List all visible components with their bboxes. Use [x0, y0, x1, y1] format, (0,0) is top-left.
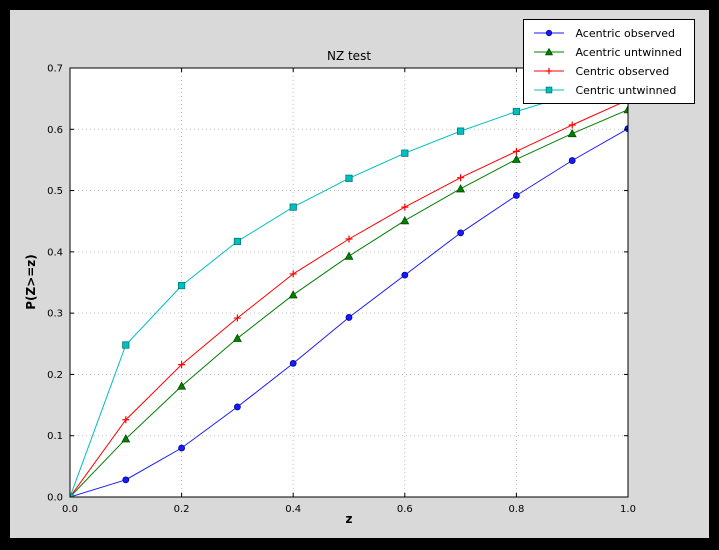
svg-text:0.3: 0.3 [47, 309, 63, 320]
legend-line-sample [532, 64, 566, 78]
svg-text:1.0: 1.0 [620, 504, 636, 515]
plot-axes: 0.0 0.2 0.4 0.6 0.8 1.0 0.0 0.1 0.2 0.3 0.4 0.5 0.6 0… [47, 64, 636, 516]
legend-item-acentric-untwinned: Acentric untwinned [532, 44, 682, 60]
legend: Acentric observed Acentric untwinned Cen… [523, 19, 695, 104]
svg-text:0.2: 0.2 [174, 504, 190, 515]
chart-title: NZ test [326, 49, 372, 63]
svg-text:0.7: 0.7 [47, 64, 63, 75]
legend-line-sample [532, 26, 566, 40]
svg-text:0.0: 0.0 [47, 493, 63, 504]
legend-item-acentric-observed: Acentric observed [532, 25, 682, 41]
legend-label: Acentric untwinned [575, 45, 682, 59]
x-axis-label: z [345, 512, 353, 526]
legend-line-sample [532, 45, 566, 59]
y-axis-label: P(Z>=z) [24, 254, 38, 310]
svg-text:0.1: 0.1 [47, 431, 63, 442]
legend-line-sample [532, 83, 566, 97]
legend-label: Centric observed [575, 64, 670, 78]
legend-item-centric-observed: Centric observed [532, 63, 682, 79]
svg-text:0.6: 0.6 [47, 125, 63, 136]
svg-text:0.5: 0.5 [47, 186, 63, 197]
svg-text:0.8: 0.8 [508, 504, 524, 515]
legend-label: Centric untwinned [575, 83, 677, 97]
legend-label: Acentric observed [575, 26, 675, 40]
svg-text:0.4: 0.4 [47, 247, 63, 258]
svg-text:0.6: 0.6 [397, 504, 413, 515]
legend-item-centric-untwinned: Centric untwinned [532, 82, 682, 98]
svg-text:0.0: 0.0 [62, 504, 78, 515]
matplotlib-figure: 0.0 0.2 0.4 0.6 0.8 1.0 0.0 0.1 0.2 0.3 0.4 0.5 0.6 0… [10, 10, 709, 538]
svg-text:0.4: 0.4 [285, 504, 301, 515]
svg-text:0.2: 0.2 [47, 370, 63, 381]
